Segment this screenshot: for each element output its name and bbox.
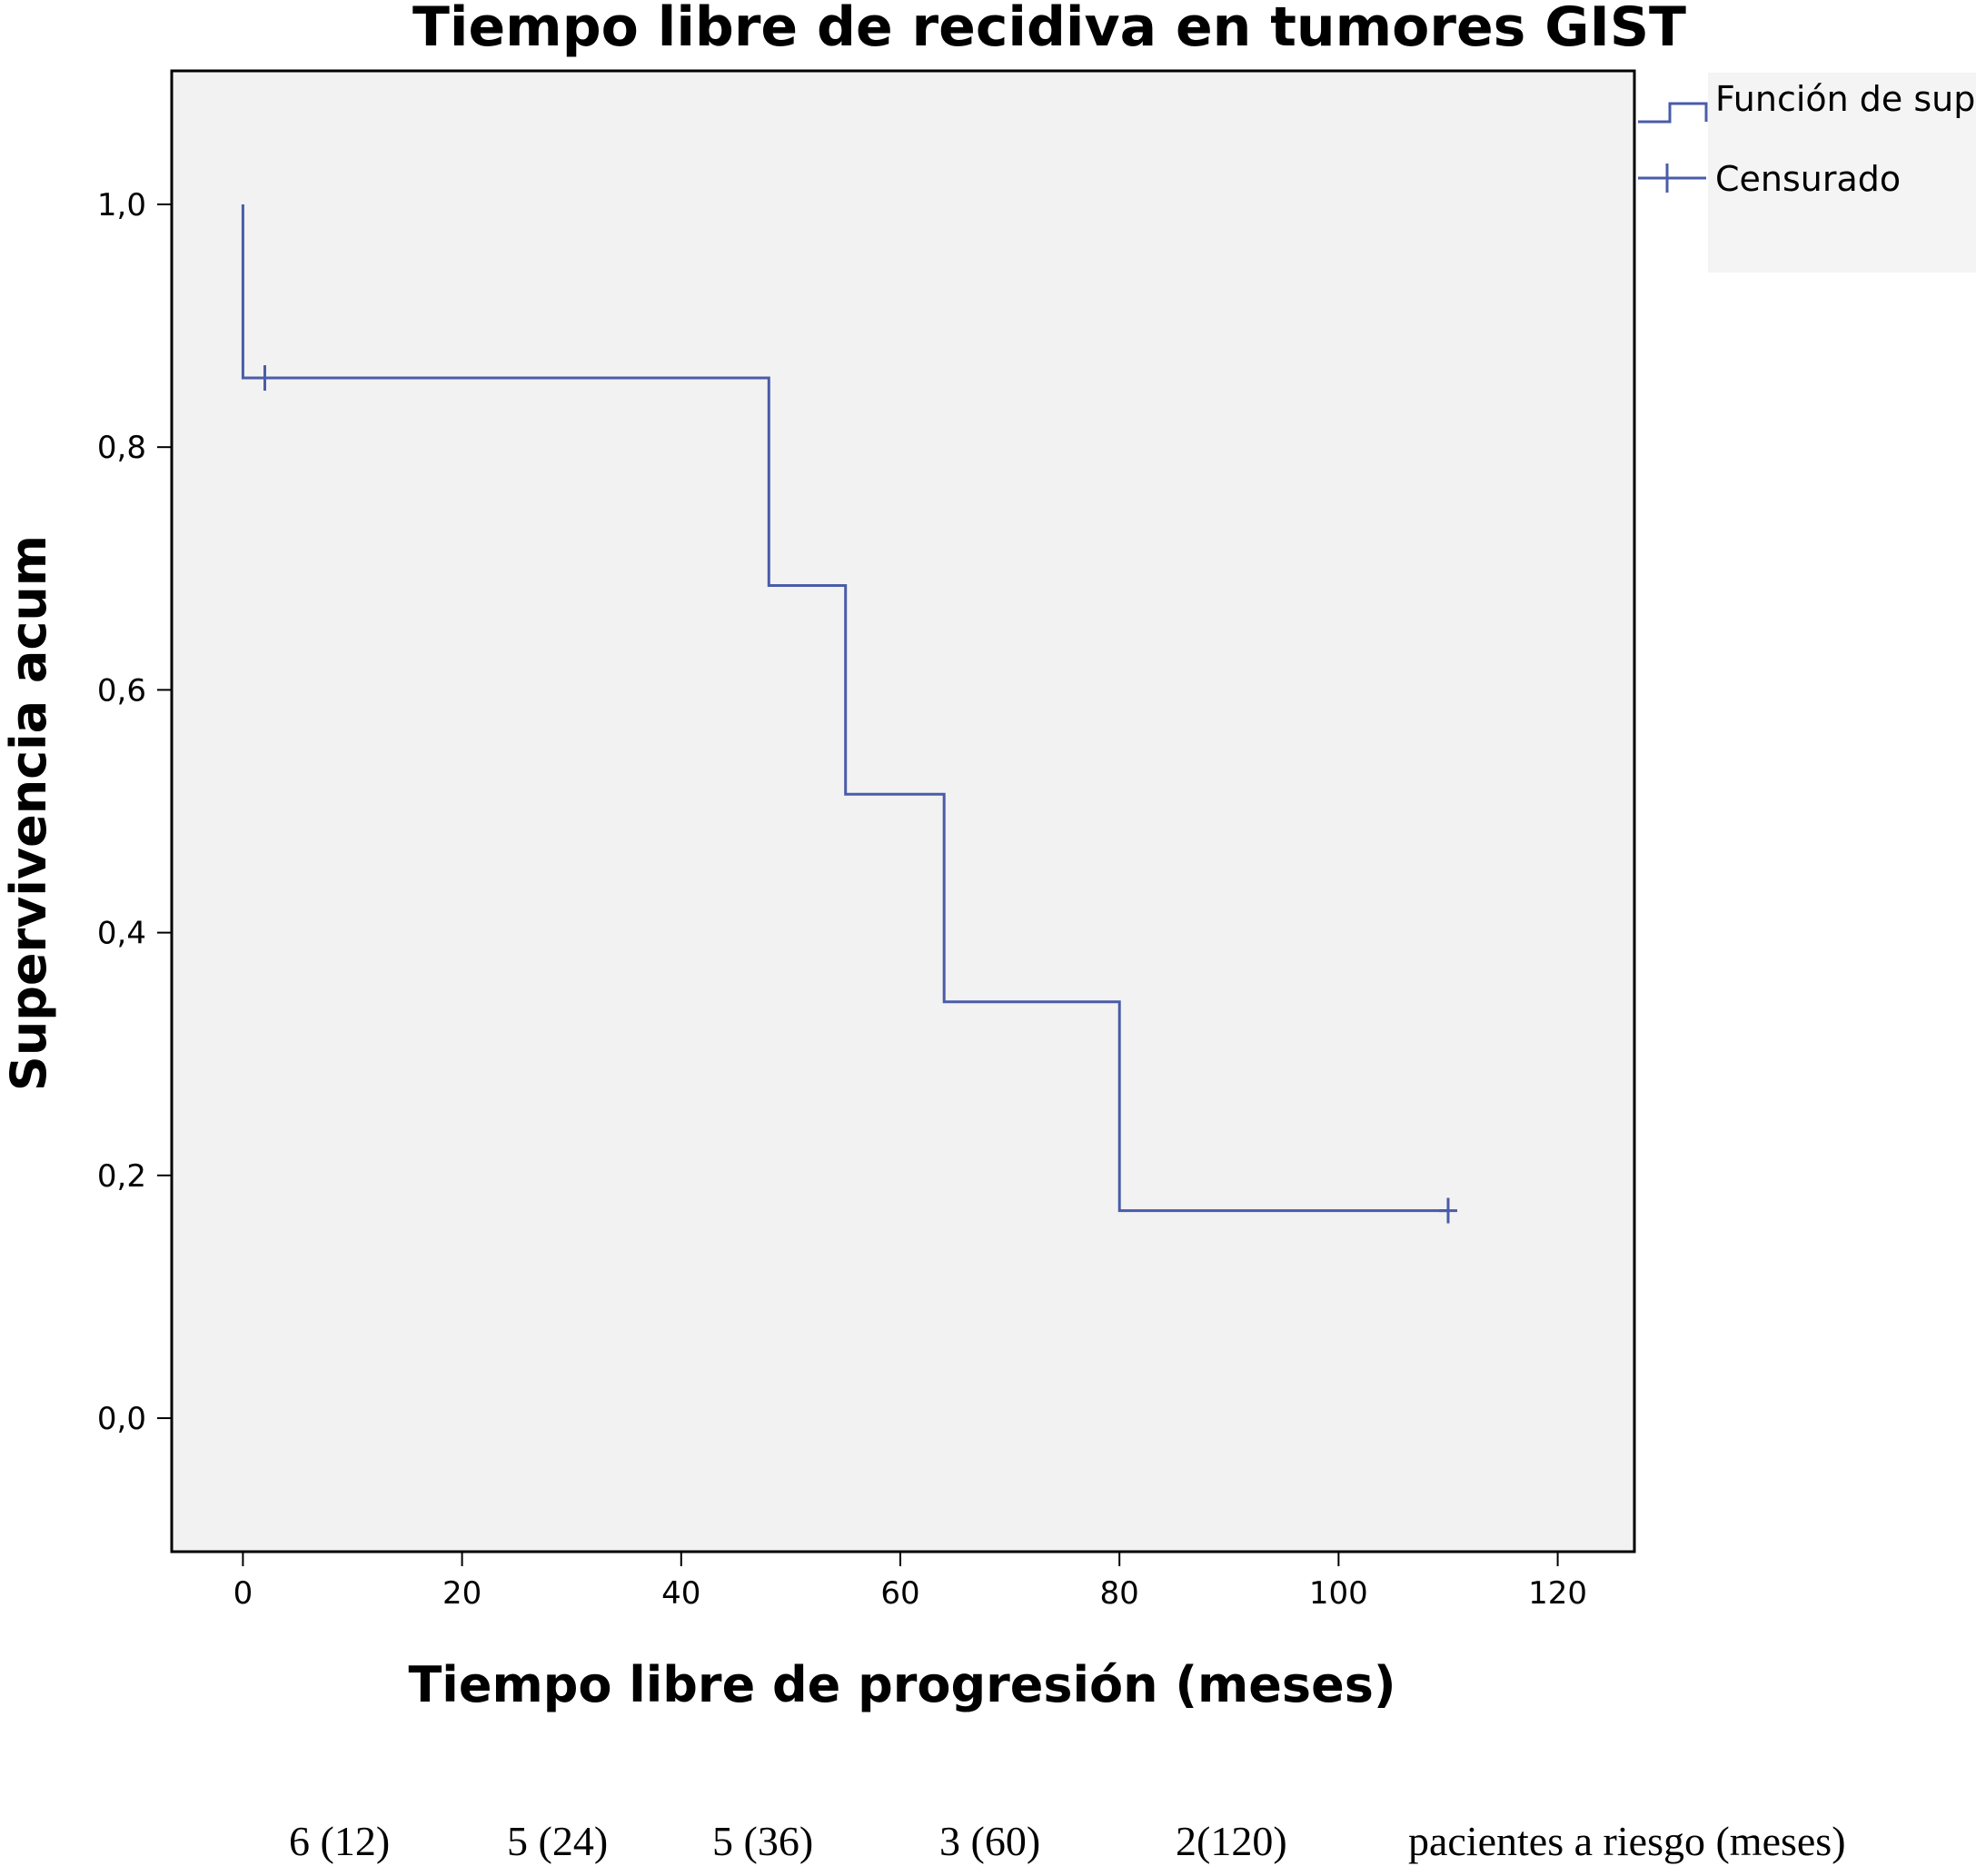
x-tick-label: 120 bbox=[1528, 1575, 1587, 1612]
legend-step-symbol bbox=[1638, 102, 1708, 124]
y-tick-label: 0,2 bbox=[97, 1158, 146, 1195]
x-axis-label: Tiempo libre de progresión (meses) bbox=[408, 1656, 1395, 1713]
x-tick-label: 40 bbox=[661, 1575, 700, 1612]
x-tick-label: 20 bbox=[442, 1575, 482, 1612]
y-tick-label: 0,0 bbox=[97, 1401, 146, 1437]
survival-curve bbox=[241, 204, 1448, 1213]
legend-background bbox=[1708, 73, 1976, 273]
censored-markers bbox=[255, 365, 1457, 1224]
risk-entry: 5 (36) bbox=[712, 1818, 814, 1864]
x-tick-label: 0 bbox=[233, 1575, 253, 1612]
y-tick-label: 0,4 bbox=[97, 916, 146, 952]
legend-label-censored: Censurado bbox=[1715, 159, 1901, 199]
risk-entry: 6 (12) bbox=[289, 1818, 391, 1864]
y-tick-label: 0,8 bbox=[97, 430, 146, 466]
risk-entry: 3 (60) bbox=[939, 1818, 1041, 1864]
y-tick-label: 0,6 bbox=[97, 672, 146, 709]
x-tick-label: 80 bbox=[1100, 1575, 1139, 1612]
risk-label: pacientes a riesgo (meses) bbox=[1408, 1818, 1846, 1864]
y-axis: 0,0 0,2 0,4 0,6 0,8 1,0 bbox=[97, 187, 172, 1437]
y-axis-label: Supervivencia acum bbox=[0, 535, 57, 1091]
plot-area bbox=[170, 69, 1636, 1553]
legend-label-survival: Función de supervivencia bbox=[1715, 79, 1976, 119]
x-tick-label: 60 bbox=[880, 1575, 919, 1612]
x-axis: 0 20 40 60 80 100 120 bbox=[233, 1552, 1587, 1612]
legend: Función de supervivencia Censurado bbox=[1638, 79, 1976, 199]
chart-title: Tiempo libre de recidiva en tumores GIST bbox=[412, 0, 1686, 59]
risk-entry: 2(120) bbox=[1176, 1818, 1287, 1864]
x-tick-label: 100 bbox=[1309, 1575, 1368, 1612]
risk-entry: 5 (24) bbox=[507, 1818, 609, 1864]
y-tick-label: 1,0 bbox=[97, 187, 146, 223]
survival-step-line bbox=[241, 204, 1448, 1213]
